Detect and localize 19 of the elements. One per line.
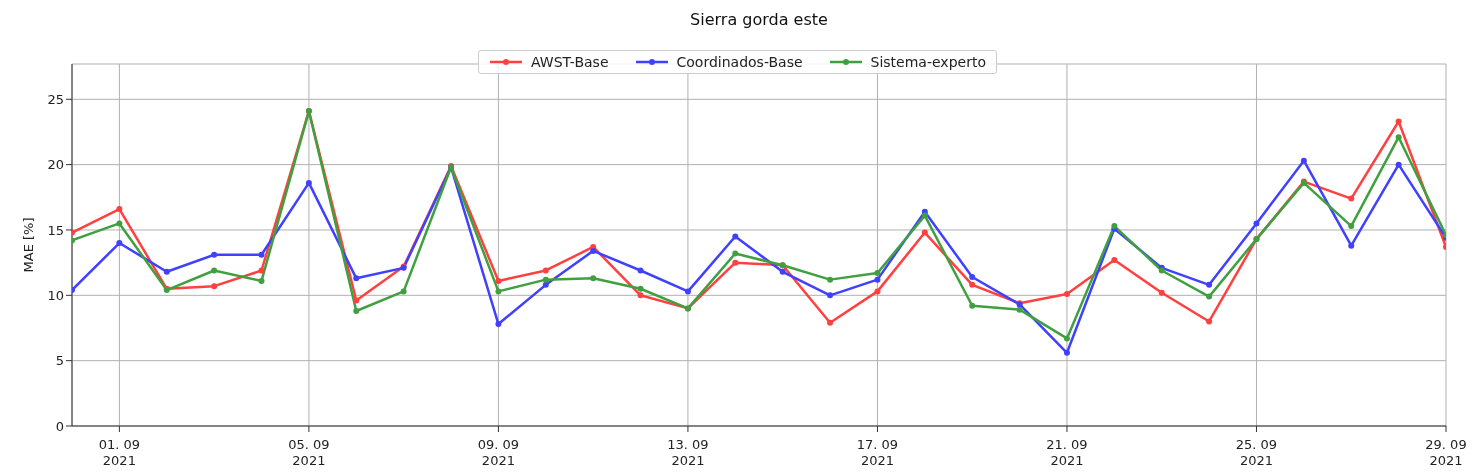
legend-label: Coordinados-Base [676,54,803,70]
y-axis-title: MAE [%] [20,217,36,273]
x-tick-label: 25. 09 2021 [1235,437,1278,468]
y-tick-label: 20 [47,157,64,173]
legend-label: AWST-Base [531,54,609,70]
x-tick-label: 29. 09 2021 [1425,437,1467,468]
chart-title: Sierra gorda este [689,10,829,29]
y-tick-label: 15 [47,222,64,238]
x-tick-label: 13. 09 2021 [667,437,709,468]
y-tick-label: 0 [55,418,64,434]
x-tick-label: 09. 09 2021 [477,437,520,468]
x-tick-label: 17. 09 2021 [856,437,899,468]
x-tick-label: 01. 09 2021 [98,437,141,468]
y-tick-label: 5 [55,353,64,369]
legend-label: Sistema-experto [870,54,986,70]
y-tick-label: 10 [47,287,64,303]
x-tick-label: 05. 09 2021 [288,437,330,468]
x-tick-label: 21. 09 2021 [1046,437,1088,468]
y-tick-label: 25 [47,91,64,107]
